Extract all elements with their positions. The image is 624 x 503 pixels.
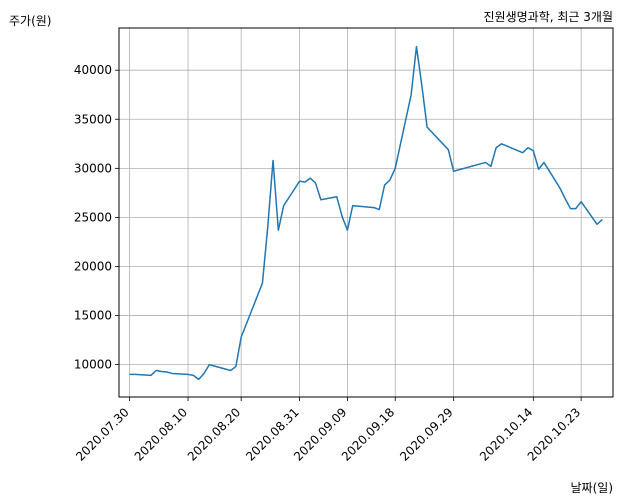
x-tick-label: 2020.08.20 xyxy=(185,405,243,463)
y-tick-label: 30000 xyxy=(74,161,112,175)
y-tick-label: 35000 xyxy=(74,112,112,126)
y-tick-label: 20000 xyxy=(74,259,112,273)
y-tick-label: 40000 xyxy=(74,63,112,77)
y-tick-label: 25000 xyxy=(74,210,112,224)
x-tick-label: 2020.09.29 xyxy=(397,405,455,463)
chart-title: 진원생명과학, 최근 3개월 xyxy=(483,10,613,24)
grid xyxy=(119,28,613,397)
x-axis-label: 날짜(일) xyxy=(570,481,613,495)
y-tick-label: 10000 xyxy=(74,358,112,372)
x-tick-label: 2020.07.30 xyxy=(73,405,131,463)
x-tick-label: 2020.08.10 xyxy=(132,405,190,463)
y-tick-label: 15000 xyxy=(74,309,112,323)
plot-area-frame xyxy=(118,27,614,398)
price-series-line xyxy=(129,45,603,381)
y-axis-label: 주가(원) xyxy=(9,14,52,28)
